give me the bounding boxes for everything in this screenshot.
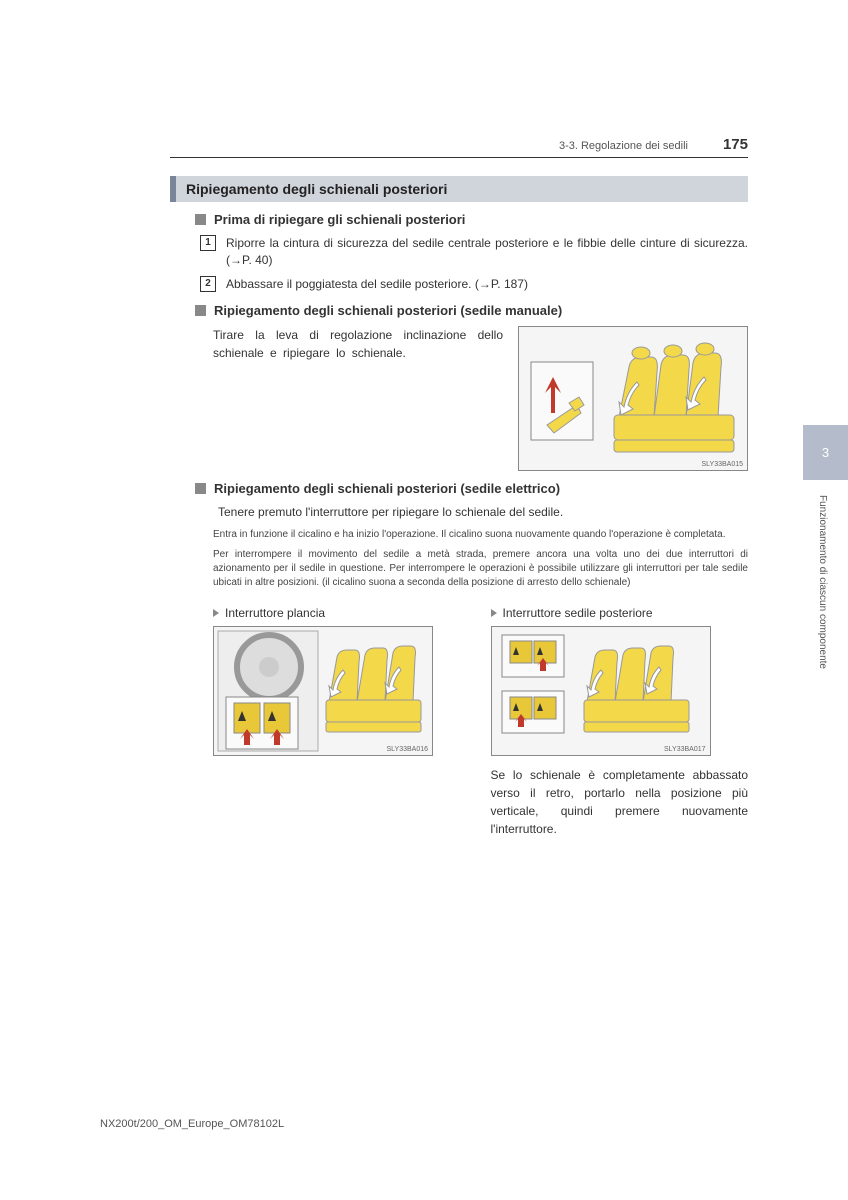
triangle-icon xyxy=(491,609,497,617)
bullet-icon xyxy=(195,305,206,316)
switch-label-panel: Interruttore plancia xyxy=(213,606,471,620)
subtitle-before-folding: Prima di ripiegare gli schienali posteri… xyxy=(195,212,748,227)
manual-description: Tirare la leva di regolazione inclinazio… xyxy=(213,326,503,471)
panel-illustration xyxy=(214,627,434,757)
bullet-icon xyxy=(195,214,206,225)
step-1: 1 Riporre la cintura di sicurezza del se… xyxy=(200,235,748,270)
figure-code: SLY33BA016 xyxy=(386,746,428,753)
switches-row: Interruttore plancia xyxy=(213,596,748,838)
figure-manual-seat: SLY33BA015 xyxy=(518,326,748,471)
switch-panel-col: Interruttore plancia xyxy=(213,596,471,838)
switch-label-text: Interruttore plancia xyxy=(225,606,325,620)
step-2: 2 Abbassare il poggiatesta del sedile po… xyxy=(200,276,748,293)
electric-note-2: Per interrompere il movimento del sedile… xyxy=(213,548,748,590)
manual-row: Tirare la leva di regolazione inclinazio… xyxy=(213,326,748,471)
subtitle-manual: Ripiegamento degli schienali posteriori … xyxy=(195,303,748,318)
switch-rear-col: Interruttore sedile posteriore xyxy=(491,596,749,838)
figure-code: SLY33BA015 xyxy=(701,461,743,468)
step-text: Abbassare il poggiatesta del sedile post… xyxy=(226,276,748,293)
rear-switch-note: Se lo schienale è completamente abbassat… xyxy=(491,766,749,838)
rear-switch-illustration xyxy=(492,627,712,757)
subtitle-electric: Ripiegamento degli schienali posteriori … xyxy=(195,481,748,496)
page-content: 3-3. Regolazione dei sedili 175 Ripiegam… xyxy=(0,0,848,838)
step-number-icon: 1 xyxy=(200,235,216,251)
step-text: Riporre la cintura di sicurezza del sedi… xyxy=(226,235,748,270)
switch-label-text: Interruttore sedile posteriore xyxy=(503,606,653,620)
bullet-icon xyxy=(195,483,206,494)
figure-rear-switch: SLY33BA017 xyxy=(491,626,711,756)
step-number-icon: 2 xyxy=(200,276,216,292)
header-rule: 3-3. Regolazione dei sedili 175 xyxy=(170,140,748,158)
switch-label-rear: Interruttore sedile posteriore xyxy=(491,606,749,620)
subtitle-text: Ripiegamento degli schienali posteriori … xyxy=(214,303,562,318)
figure-code: SLY33BA017 xyxy=(664,746,706,753)
subtitle-text: Ripiegamento degli schienali posteriori … xyxy=(214,481,560,496)
subtitle-text: Prima di ripiegare gli schienali posteri… xyxy=(214,212,465,227)
triangle-icon xyxy=(213,609,219,617)
electric-note-1: Entra in funzione il cicalino e ha inizi… xyxy=(213,528,748,542)
footer-code: NX200t/200_OM_Europe_OM78102L xyxy=(100,1118,284,1130)
page-number: 175 xyxy=(723,136,748,153)
electric-intro: Tenere premuto l'interruttore per ripieg… xyxy=(218,504,748,521)
section-breadcrumb: 3-3. Regolazione dei sedili xyxy=(559,140,688,152)
seat-illustration xyxy=(519,327,749,472)
section-title: Ripiegamento degli schienali posteriori xyxy=(170,176,748,202)
figure-panel-switch: SLY33BA016 xyxy=(213,626,433,756)
